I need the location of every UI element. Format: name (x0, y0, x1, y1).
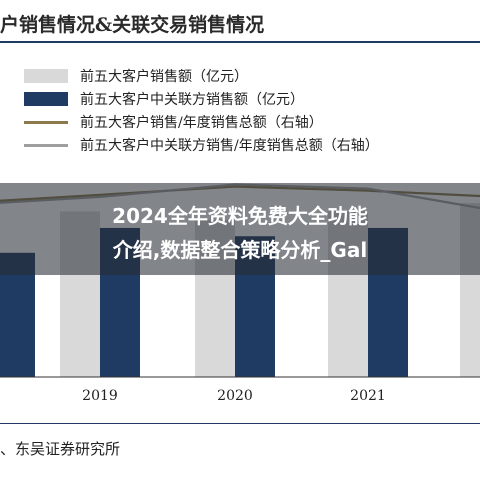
title-divider (0, 41, 480, 43)
legend-swatch-related-ratio (24, 144, 68, 147)
x-tick-label-2021: 2021 (350, 388, 386, 404)
banner-text-line1: 2024全年资料免费大全功能 (112, 204, 368, 228)
legend-swatch-total-ratio (24, 121, 68, 124)
watermark-banner: 2024全年资料免费大全功能 介绍,数据整合策略分析_Gal (0, 183, 480, 275)
legend-label-related-ratio: 前五大客户中关联方销售/年度销售总额（右轴） (80, 138, 379, 154)
source-divider (0, 423, 480, 424)
x-tick-label-2019: 2019 (82, 388, 118, 404)
legend-label-related-sales: 前五大客户中关联方销售额（亿元） (80, 92, 304, 108)
legend-label-total-ratio: 前五大客户销售/年度销售总额（右轴） (80, 115, 323, 131)
legend-swatch-related-sales (24, 92, 68, 106)
source-note: 、东吴证券研究所 (0, 440, 121, 458)
x-tick-label-2020: 2020 (217, 388, 253, 404)
banner-text-line2: 介绍,数据整合策略分析_Gal (112, 238, 368, 262)
legend-swatch-total-sales (24, 69, 68, 83)
chart-title: 户销售情况&关联交易销售情况 (0, 14, 265, 36)
legend-label-total-sales: 前五大客户销售额（亿元） (80, 69, 248, 85)
